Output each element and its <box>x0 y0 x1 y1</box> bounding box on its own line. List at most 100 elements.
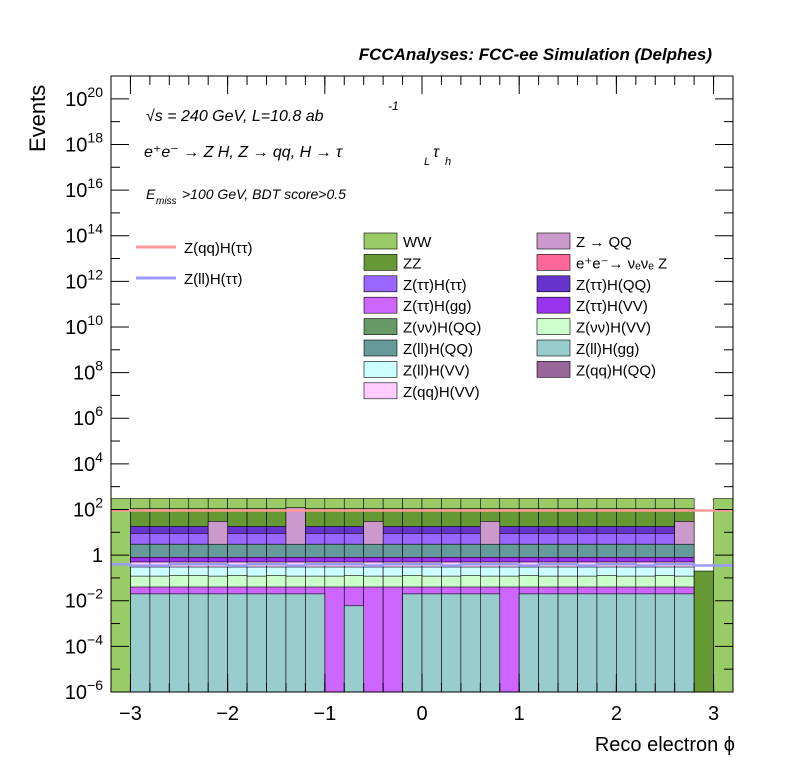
legend-swatch <box>536 275 571 293</box>
bar-z-ll-h-gg- <box>674 593 695 693</box>
bar-z-ll-h-gg- <box>207 593 228 693</box>
annotation-energy: √s = 240 GeV, L=10.8 ab <box>146 108 324 125</box>
annotation-cut-sub: miss <box>156 196 177 207</box>
y-tick-labels: 10−6 10−4 10−2 1 102 104 106 108 1010 1012 1014 101… <box>65 84 103 704</box>
legend-swatch <box>363 382 398 400</box>
legend-swatch <box>363 232 398 250</box>
bar-z-ll-h-gg- <box>635 593 656 693</box>
bar-z-h-gg- <box>499 586 520 693</box>
bar-z-ll-h-gg- <box>169 593 190 693</box>
y-tick-label: 1012 <box>65 266 103 293</box>
legend-label: Z → QQ <box>576 234 632 251</box>
bar-z-ll-h-gg- <box>577 593 598 693</box>
legend-label: Z(qq)H(VV) <box>403 384 480 401</box>
legend-background: WW ZZ Z(ττ)H(ττ) Z(ττ)H(gg) Z(νν)H(QQ) Z(ll)H… <box>363 232 667 401</box>
edge-bar-ww <box>110 498 131 693</box>
legend-label: Z(ττ)H(ττ) <box>403 277 467 294</box>
annotation-energy-exp: -1 <box>388 99 399 113</box>
bar-z-ll-h-gg- <box>402 593 423 693</box>
legend-swatch <box>363 254 398 271</box>
legend-label: ZZ <box>403 255 421 272</box>
x-tick-label: 3 <box>708 703 719 725</box>
annotation-process-tau2: τ <box>433 144 440 161</box>
legend-swatch <box>363 361 398 378</box>
bar-z-ll-h-gg- <box>616 593 637 693</box>
annotation-cut-rest: >100 GeV, BDT score>0.5 <box>182 186 346 202</box>
bar-z-ll-h-gg- <box>557 593 578 693</box>
signal-line-z-ll-h- <box>111 562 733 567</box>
y-tick-label: 10−2 <box>65 586 103 613</box>
bar-z-ll-h-gg- <box>188 593 209 693</box>
bar-z-ll-h-gg- <box>654 593 675 693</box>
y-tick-label: 1016 <box>65 175 103 202</box>
legend-swatch <box>363 296 398 314</box>
bar-z-ll-h-gg- <box>266 593 287 693</box>
legend-label: Z(νν)H(QQ) <box>403 320 481 337</box>
y-tick-label: 1014 <box>65 221 103 248</box>
legend-signal: Z(qq)H(ττ) Z(ll)H(ττ) <box>136 240 253 288</box>
bar-z-ll-h-gg- <box>596 593 617 693</box>
legend-swatch <box>363 318 398 335</box>
legend-label: Z(qq)H(QQ) <box>576 362 656 379</box>
legend-label: Z(ll)H(gg) <box>576 341 639 358</box>
bar-z-ll-h-gg- <box>538 593 559 693</box>
legend-signal-label: Z(qq)H(ττ) <box>184 240 253 257</box>
legend-swatch <box>536 361 571 378</box>
bar-z-ll-h-gg- <box>441 593 462 693</box>
annotation-cut-E: E <box>146 186 156 202</box>
legend-label: Z(ττ)H(gg) <box>403 298 472 315</box>
y-axis-label: Events <box>25 85 50 152</box>
bar-z-ll-h-gg- <box>421 593 442 693</box>
x-tick-label: −2 <box>216 703 239 725</box>
edge-bar-ww <box>713 498 734 693</box>
annotation-process-sub-h: h <box>445 156 451 168</box>
y-tick-label: 106 <box>73 403 103 430</box>
bar-z-h-gg- <box>324 586 345 693</box>
bar-z-ll-h-gg- <box>480 593 501 693</box>
legend-swatch <box>363 275 398 293</box>
legend-label: Z(ττ)H(VV) <box>576 298 648 315</box>
legend-swatch <box>536 232 571 250</box>
signal-lines <box>111 509 733 567</box>
x-tick-label: −1 <box>313 703 336 725</box>
annotation-process: e⁺e⁻ → Z H, Z → qq, H → τ <box>144 144 343 161</box>
y-tick-label: 10−4 <box>65 631 103 658</box>
axis-ticks <box>110 75 734 693</box>
legend-label: WW <box>403 234 432 251</box>
x-tick-label: 1 <box>514 703 525 725</box>
bar-z-ll-h-gg- <box>130 593 151 693</box>
y-tick-label: 1018 <box>65 129 103 156</box>
legend-label: Z(ττ)H(QQ) <box>576 277 651 294</box>
bar-z-ll-h-gg- <box>149 593 170 693</box>
y-tick-label: 1 <box>92 545 103 567</box>
legend-swatch <box>536 318 571 335</box>
y-tick-label: 1020 <box>65 84 103 111</box>
x-tick-labels: −3 −2 −1 0 1 2 3 <box>119 703 719 725</box>
bar-z-ll-h-gg- <box>285 593 306 693</box>
legend-swatch <box>536 296 571 314</box>
bar-z-ll-h-gg- <box>460 593 481 693</box>
y-tick-label: 104 <box>73 449 103 476</box>
y-tick-label: 108 <box>73 358 103 385</box>
annotation-process-sub-L: L <box>424 156 430 168</box>
x-tick-label: 2 <box>611 703 622 725</box>
legend-label: Z(ll)H(QQ) <box>403 341 473 358</box>
y-tick-label: 1010 <box>65 312 103 339</box>
x-axis-label: Reco electron ϕ <box>595 734 735 756</box>
bar-z-h-gg- <box>382 586 403 693</box>
x-tick-label: −3 <box>119 703 142 725</box>
bar-z-h-gg- <box>363 586 384 693</box>
legend-label: Z(ll)H(VV) <box>403 362 470 379</box>
legend-swatch <box>536 254 571 271</box>
bar-z-ll-h-gg- <box>246 593 267 693</box>
legend-label: Z(νν)H(VV) <box>576 320 651 337</box>
bar-z-ll-h-gg- <box>343 605 364 693</box>
legend-label: e⁺e⁻→ νₑνₑ Z <box>576 255 667 272</box>
plot-bars <box>110 498 734 693</box>
chart-title: FCCAnalyses: FCC-ee Simulation (Delphes) <box>359 45 713 64</box>
legend-swatch <box>536 339 571 357</box>
bar-z-ll-h-gg- <box>305 593 326 693</box>
legend-signal-label: Z(ll)H(ττ) <box>184 271 243 288</box>
bar-z-ll-h-gg- <box>518 593 539 693</box>
